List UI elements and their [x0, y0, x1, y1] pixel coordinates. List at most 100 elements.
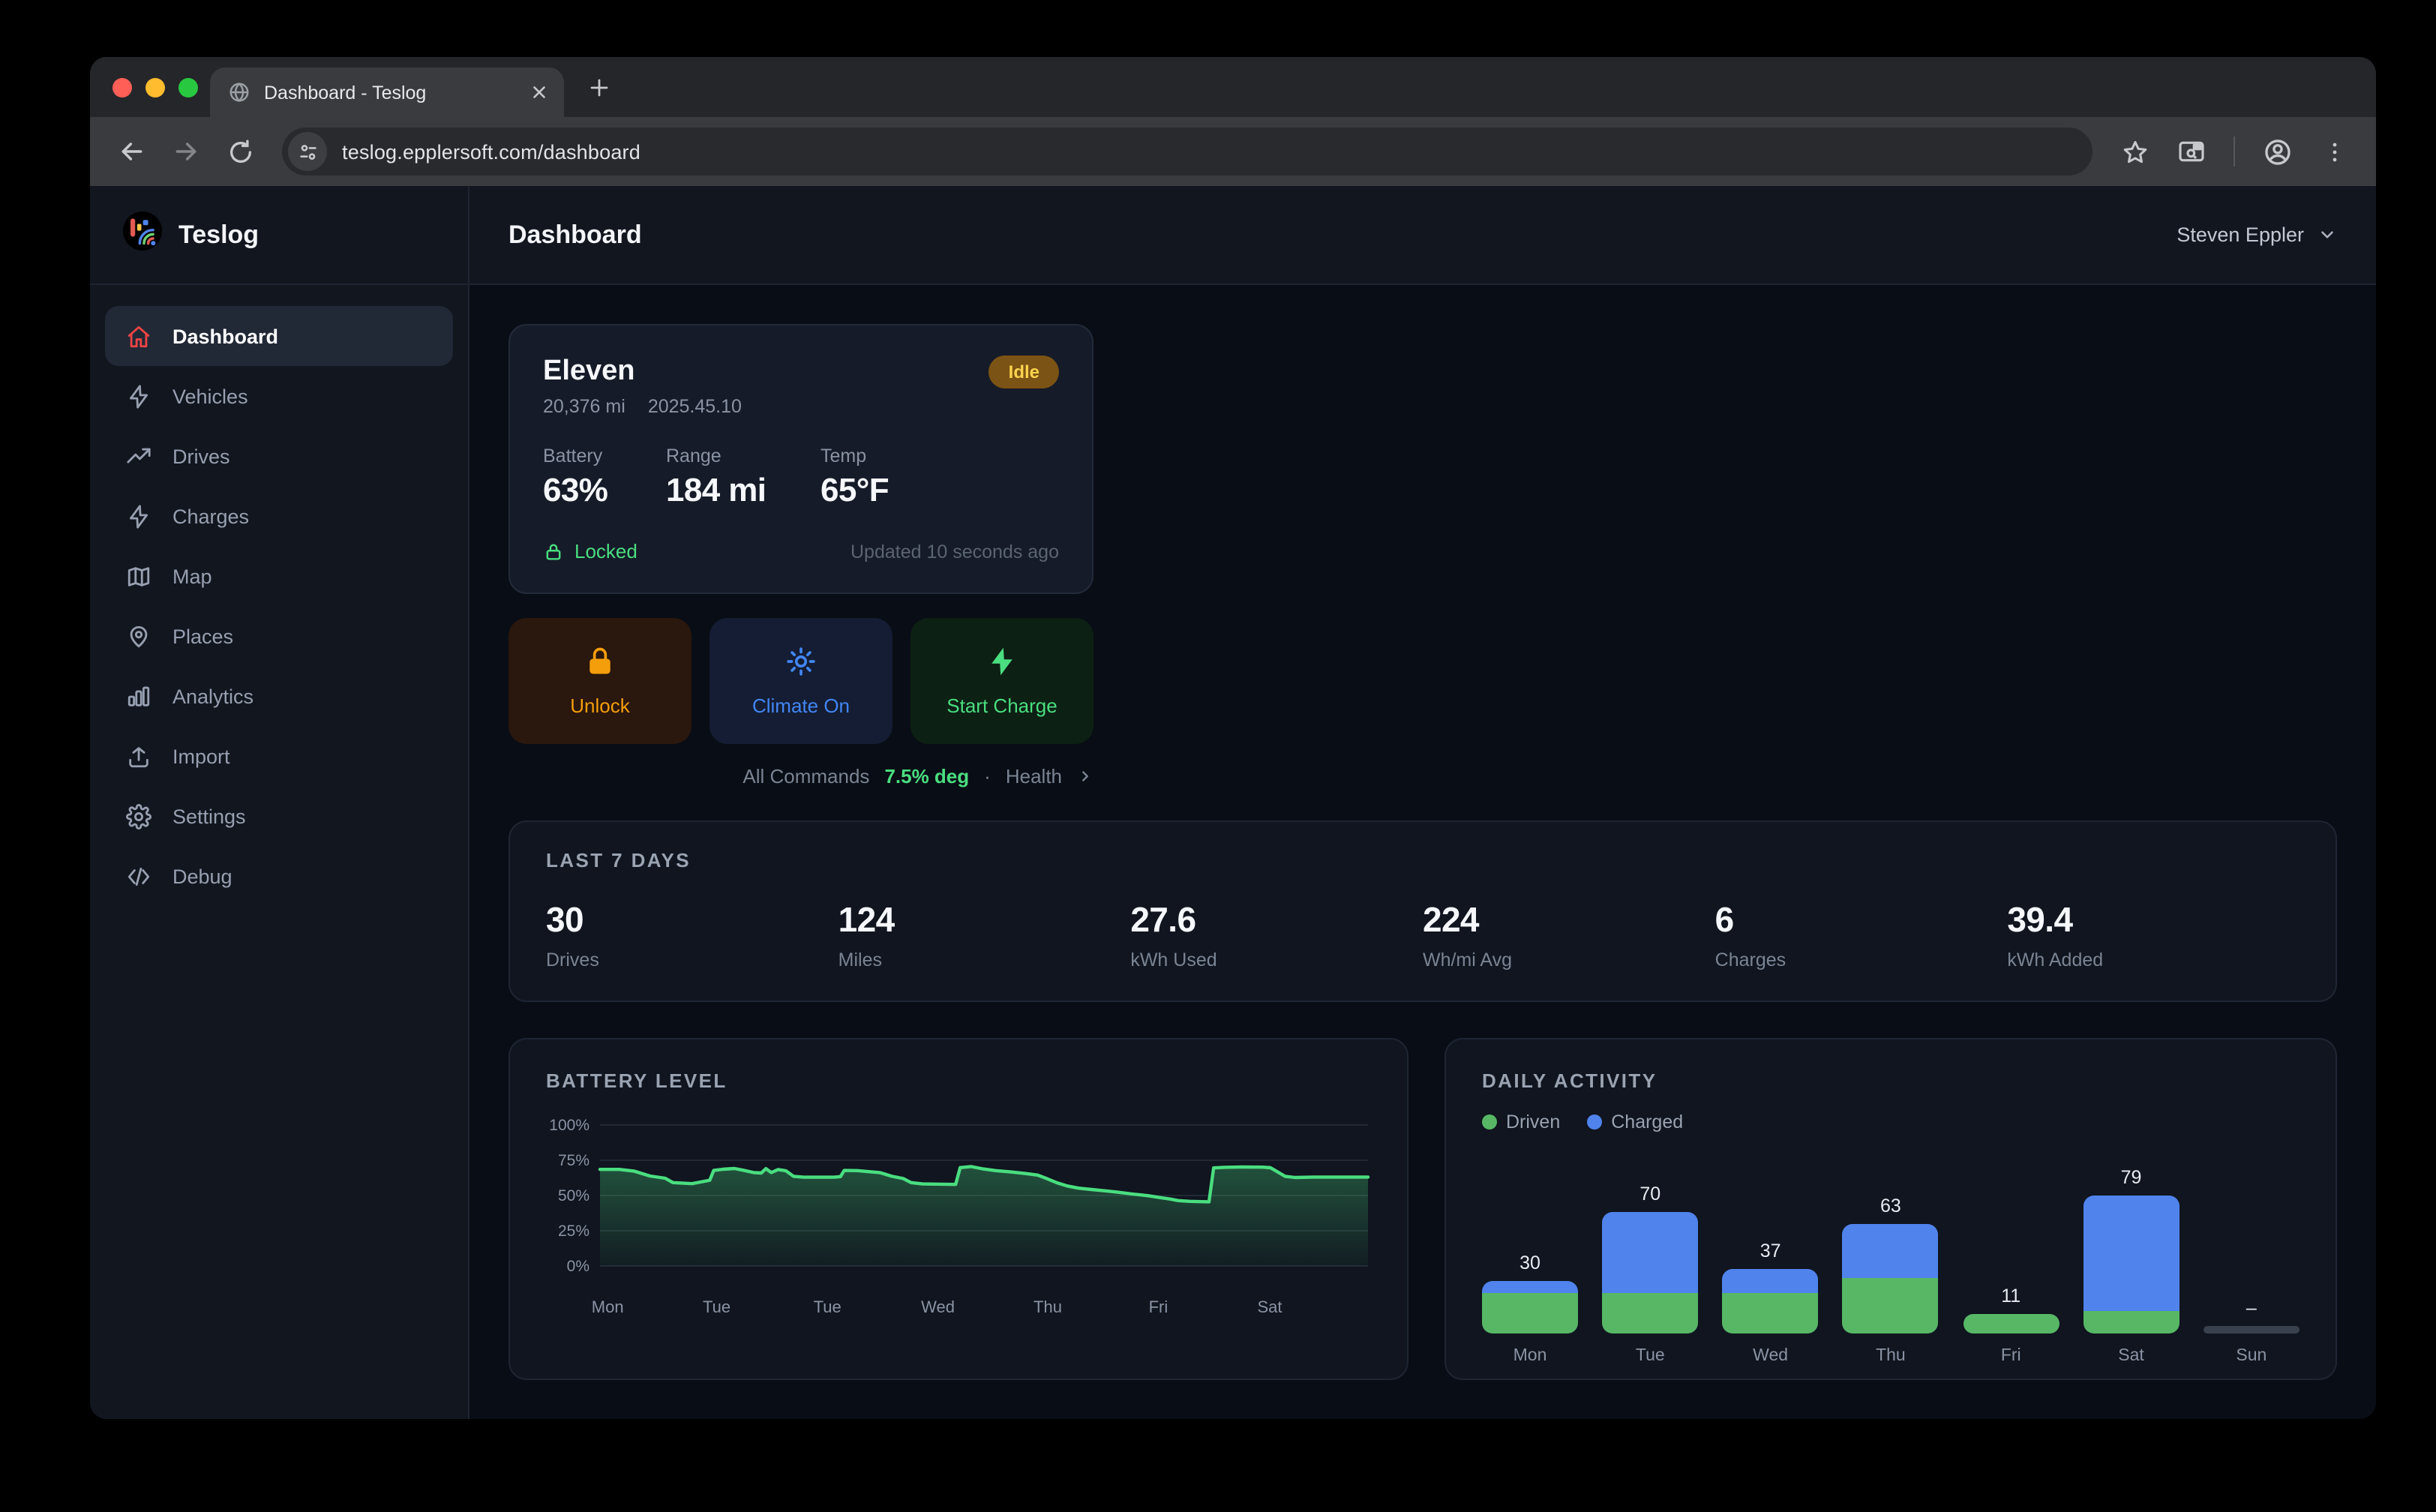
bar-value-label: 37: [1760, 1240, 1781, 1262]
summary-stat-value: 39.4: [2007, 900, 2073, 939]
health-link[interactable]: Health: [1005, 765, 1062, 788]
profile-icon[interactable]: [2253, 128, 2301, 176]
svg-text:Thu: Thu: [1034, 1298, 1062, 1316]
lock-status: Locked: [543, 540, 638, 562]
new-tab-button[interactable]: [588, 76, 610, 106]
teslog-app: Teslog Dashboard Vehicles Drives Charges Map…: [90, 186, 2376, 1419]
sidebar-item-vehicles[interactable]: Vehicles: [105, 366, 453, 426]
browser-window: Dashboard - Teslog: [90, 57, 2376, 1419]
summary-stat: 27.6 kWh Used: [1130, 900, 1423, 970]
bar-value-label: 30: [1520, 1252, 1540, 1274]
zoom-window-button[interactable]: [178, 78, 198, 98]
svg-text:Fri: Fri: [1149, 1298, 1168, 1316]
sidebar-item-import[interactable]: Import: [105, 726, 453, 786]
stacked-bar: [1842, 1223, 1939, 1334]
vehicle-stat-label: Temp: [820, 446, 867, 466]
bookmark-star-icon[interactable]: [2110, 128, 2158, 176]
bar-column-mon: 30: [1482, 1144, 1578, 1334]
summary-stat-label: kWh Used: [1130, 950, 1217, 970]
lock-outline-icon: [546, 543, 561, 560]
brand-name: Teslog: [178, 220, 260, 248]
sidebar-item-drives[interactable]: Drives: [105, 426, 453, 486]
sidebar-item-dashboard[interactable]: Dashboard: [105, 306, 453, 366]
chart-legend: Driven Charged: [1482, 1112, 2300, 1132]
bar-column-thu: 63: [1842, 1144, 1939, 1334]
vehicle-odometer: 20,376 mi: [543, 396, 626, 417]
separator-dot: ·: [984, 765, 991, 788]
search-tabs-icon[interactable]: [2168, 128, 2216, 176]
sidebar-nav: Dashboard Vehicles Drives Charges Map Places A…: [90, 285, 468, 927]
summary-stat: 124 Miles: [838, 900, 1131, 970]
toolbar-divider: [2234, 136, 2235, 166]
forward-icon[interactable]: [162, 128, 210, 176]
legend-charged-label: Charged: [1611, 1112, 1684, 1132]
sidebar-item-label: Analytics: [172, 685, 254, 707]
status-badge: Idle: [988, 356, 1059, 388]
legend-driven: Driven: [1482, 1112, 1560, 1132]
address-bar[interactable]: teslog.epplersoft.com/dashboard: [282, 128, 2092, 176]
vehicle-stat: Battery 63%: [543, 446, 666, 510]
sidebar-item-map[interactable]: Map: [105, 546, 453, 606]
summary-stat: 224 Wh/mi Avg: [1423, 900, 1715, 970]
page-title: Dashboard: [508, 220, 642, 248]
minimize-window-button[interactable]: [146, 78, 165, 98]
last-7-days-stats: 30 Drives 124 Miles 27.6 kWh Used 224 Wh/mi…: [546, 900, 2300, 970]
vehicle-stat-value: 65°F: [820, 471, 890, 508]
svg-text:Sat: Sat: [1257, 1298, 1282, 1316]
bar-no-data: [2203, 1326, 2300, 1334]
sidebar-item-label: Import: [172, 745, 230, 767]
main-content: Eleven Idle 20,376 mi 2025.45.10 Battery…: [470, 285, 2376, 1419]
svg-text:50%: 50%: [558, 1187, 590, 1204]
sidebar-item-analytics[interactable]: Analytics: [105, 666, 453, 726]
charged-dot-icon: [1587, 1114, 1603, 1130]
bar-chart-icon: [128, 686, 150, 706]
sidebar-item-settings[interactable]: Settings: [105, 786, 453, 846]
bar-column-tue: 70: [1602, 1144, 1699, 1334]
sidebar-item-charges[interactable]: Charges: [105, 486, 453, 546]
summary-stat-label: kWh Added: [2007, 950, 2104, 970]
sidebar-item-places[interactable]: Places: [105, 606, 453, 666]
lock-icon: [590, 647, 610, 674]
battery-level-chart: 0% 25% 50% 75% 100% Mon Tue Tue Wed Thu Fri Sat: [549, 1117, 1370, 1316]
bar-value-label: 79: [2120, 1167, 2142, 1188]
vehicle-stat: Temp 65°F: [820, 446, 1059, 510]
bolt-outline-icon: [129, 384, 148, 408]
stacked-bar: [1602, 1211, 1699, 1334]
all-commands-link[interactable]: All Commands: [742, 765, 870, 788]
gear-icon: [126, 803, 152, 829]
upload-icon: [129, 746, 148, 767]
svg-text:Tue: Tue: [814, 1298, 842, 1316]
climate-on-button[interactable]: Climate On: [710, 618, 892, 744]
chevron-right-icon: [1082, 771, 1088, 782]
browser-tab[interactable]: Dashboard - Teslog: [210, 68, 564, 117]
summary-stat: 39.4 kWh Added: [2007, 900, 2300, 970]
battery-level-title: BATTERY LEVEL: [546, 1070, 728, 1092]
unlock-button[interactable]: Unlock: [508, 618, 692, 744]
sun-icon: [787, 647, 815, 676]
svg-text:25%: 25%: [558, 1222, 590, 1240]
sidebar-item-label: Charges: [172, 505, 250, 527]
bar-column-sun: –: [2203, 1144, 2300, 1334]
vehicle-stats: Battery 63% Range 184 mi Temp 65°F: [543, 446, 1059, 510]
stacked-bar: [1482, 1281, 1578, 1334]
charts-row: BATTERY LEVEL 0% 25% 50% 75% 100% Mon Tue Tue We…: [508, 1038, 2337, 1380]
browser-menu-icon[interactable]: [2310, 128, 2358, 176]
sidebar-item-debug[interactable]: Debug: [105, 846, 453, 906]
app-header: Dashboard Steven Eppler: [470, 186, 2376, 285]
bar-value-label: 70: [1640, 1183, 1661, 1204]
lock-status-text: Locked: [574, 540, 638, 562]
sidebar-item-label: Settings: [172, 805, 246, 827]
summary-stat: 6 Charges: [1715, 900, 2008, 970]
user-menu[interactable]: Steven Eppler: [2176, 224, 2337, 246]
close-window-button[interactable]: [112, 78, 132, 98]
bar-column-sat: 79: [2083, 1144, 2180, 1334]
reload-icon[interactable]: [216, 128, 264, 176]
start-charge-button[interactable]: Start Charge: [910, 618, 1094, 744]
action-label: Start Charge: [946, 694, 1058, 717]
back-icon[interactable]: [108, 128, 156, 176]
tab-close-icon[interactable]: [530, 82, 549, 102]
site-settings-icon[interactable]: [288, 132, 327, 171]
vehicle-stat-value: 184 mi: [666, 471, 766, 508]
toolbar-right: [2110, 128, 2358, 176]
